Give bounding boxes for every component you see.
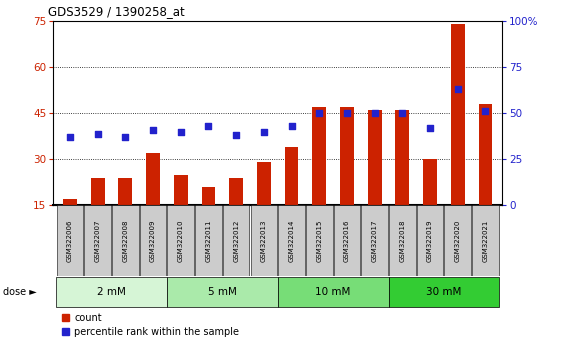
Bar [167, 205, 194, 276]
Text: GSM322010: GSM322010 [178, 219, 184, 262]
Text: GSM322016: GSM322016 [344, 219, 350, 262]
Point [149, 127, 158, 133]
Point [287, 123, 296, 129]
Bar [367, 110, 381, 205]
Text: GSM322019: GSM322019 [427, 219, 433, 262]
Bar [396, 110, 410, 205]
Text: GSM322017: GSM322017 [371, 219, 378, 262]
Bar [56, 277, 167, 307]
Text: 30 mM: 30 mM [426, 287, 462, 297]
Bar [361, 205, 388, 276]
Text: GDS3529 / 1390258_at: GDS3529 / 1390258_at [48, 5, 185, 18]
Bar [63, 199, 77, 205]
Point [121, 135, 130, 140]
Text: GSM322012: GSM322012 [233, 219, 239, 262]
Bar [334, 205, 360, 276]
Point [315, 110, 324, 116]
Bar [278, 205, 305, 276]
Point [398, 110, 407, 116]
Bar [201, 187, 215, 205]
Bar [112, 205, 139, 276]
Bar [444, 205, 471, 276]
Point [232, 132, 241, 138]
Point [453, 86, 462, 92]
Text: 5 mM: 5 mM [208, 287, 237, 297]
Point [204, 123, 213, 129]
Bar [389, 277, 499, 307]
Bar [479, 104, 493, 205]
Point [481, 109, 490, 114]
Bar [306, 205, 333, 276]
Bar [57, 205, 83, 276]
Bar [251, 205, 277, 276]
Bar [146, 153, 160, 205]
Bar [451, 24, 465, 205]
Legend: count, percentile rank within the sample: count, percentile rank within the sample [62, 313, 239, 337]
Point [259, 129, 268, 135]
Text: GSM322007: GSM322007 [95, 219, 100, 262]
Text: GSM322008: GSM322008 [122, 219, 128, 262]
Text: GSM322018: GSM322018 [399, 219, 406, 262]
Text: GSM322020: GSM322020 [455, 219, 461, 262]
Bar [340, 107, 354, 205]
Text: GSM322006: GSM322006 [67, 219, 73, 262]
Point [342, 110, 351, 116]
Text: dose ►: dose ► [3, 287, 36, 297]
Bar [389, 205, 416, 276]
Bar [417, 205, 443, 276]
Bar [229, 178, 243, 205]
Point [93, 131, 102, 136]
Point [66, 135, 75, 140]
Text: GSM322021: GSM322021 [482, 219, 489, 262]
Bar [423, 159, 437, 205]
Bar [223, 205, 250, 276]
Bar [278, 277, 389, 307]
Bar [84, 205, 111, 276]
Text: GSM322014: GSM322014 [288, 219, 295, 262]
Text: GSM322013: GSM322013 [261, 219, 267, 262]
Point [426, 125, 435, 131]
Text: GSM322011: GSM322011 [205, 219, 211, 262]
Text: GSM322015: GSM322015 [316, 219, 322, 262]
Text: 2 mM: 2 mM [97, 287, 126, 297]
Text: GSM322009: GSM322009 [150, 219, 156, 262]
Bar [118, 178, 132, 205]
Bar [140, 205, 166, 276]
Bar [174, 175, 188, 205]
Bar [195, 205, 222, 276]
Point [370, 110, 379, 116]
Bar [472, 205, 499, 276]
Bar [257, 162, 271, 205]
Bar [167, 277, 278, 307]
Point [176, 129, 185, 135]
Bar [312, 107, 326, 205]
Bar [284, 147, 298, 205]
Bar [91, 178, 104, 205]
Text: 10 mM: 10 mM [315, 287, 351, 297]
